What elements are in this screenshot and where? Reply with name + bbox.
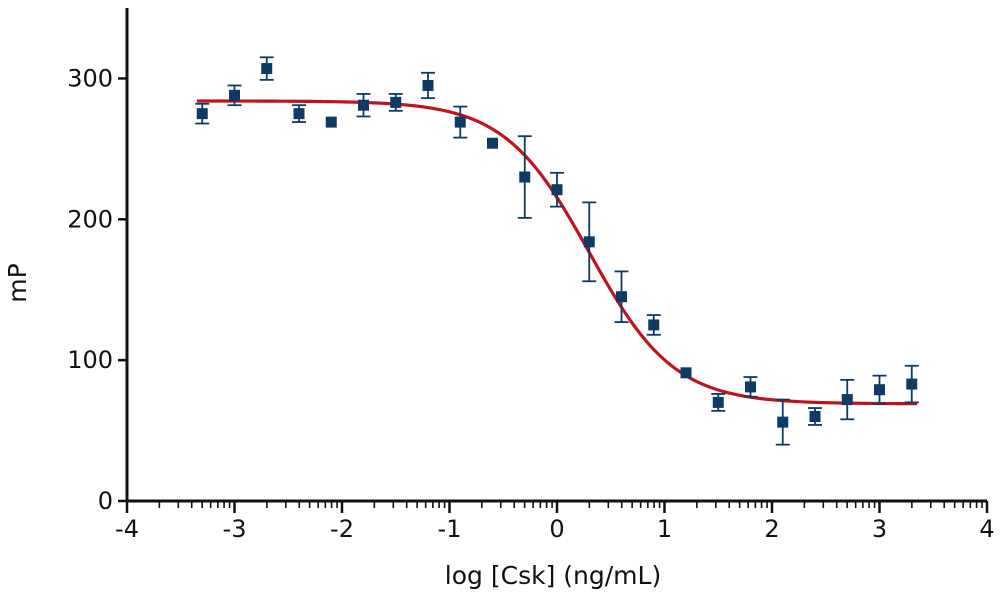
y-tick-label: 200 [67,205,113,233]
data-point [680,367,692,379]
data-point [261,63,273,75]
x-tick-label: -2 [330,515,354,543]
data-point [745,381,756,393]
data-point [712,396,724,408]
x-axis-label: log [Csk] (ng/mL) [445,561,661,590]
data-point [390,96,402,108]
data-point [229,89,240,101]
x-tick-label: 2 [764,515,779,543]
data-point [777,416,789,428]
data-point [648,319,660,331]
x-tick-label: -1 [438,515,462,543]
y-tick-label: 100 [67,346,113,374]
data-point [325,116,337,128]
x-tick-label: 4 [979,515,994,543]
x-tick-label: 1 [657,515,672,543]
x-tick-label: 3 [872,515,887,543]
x-tick-label: 0 [549,515,564,543]
data-point [454,116,466,128]
x-tick-label: -3 [223,515,247,543]
data-point [358,99,369,111]
fit-curve [196,99,918,406]
data-point [551,184,563,196]
fit-curve-layer [196,99,918,406]
data-point [616,291,627,303]
data-point [293,108,305,120]
x-tick-label: -4 [115,515,139,543]
data-point [874,384,885,396]
y-tick-label: 0 [98,487,113,515]
data-point [841,394,853,406]
y-tick-label: 300 [67,64,113,92]
data-point [583,236,595,248]
data-point [519,171,531,183]
data-point [422,79,434,91]
data-point [196,108,208,120]
y-axis-label: mP [3,263,32,302]
data-point [809,410,821,422]
axes: 0 100 200 300 -4 -3 -2 -1 0 1 2 3 4 [67,8,995,543]
data-point [487,137,498,149]
data-point-layer [196,63,918,428]
data-point [906,378,918,390]
